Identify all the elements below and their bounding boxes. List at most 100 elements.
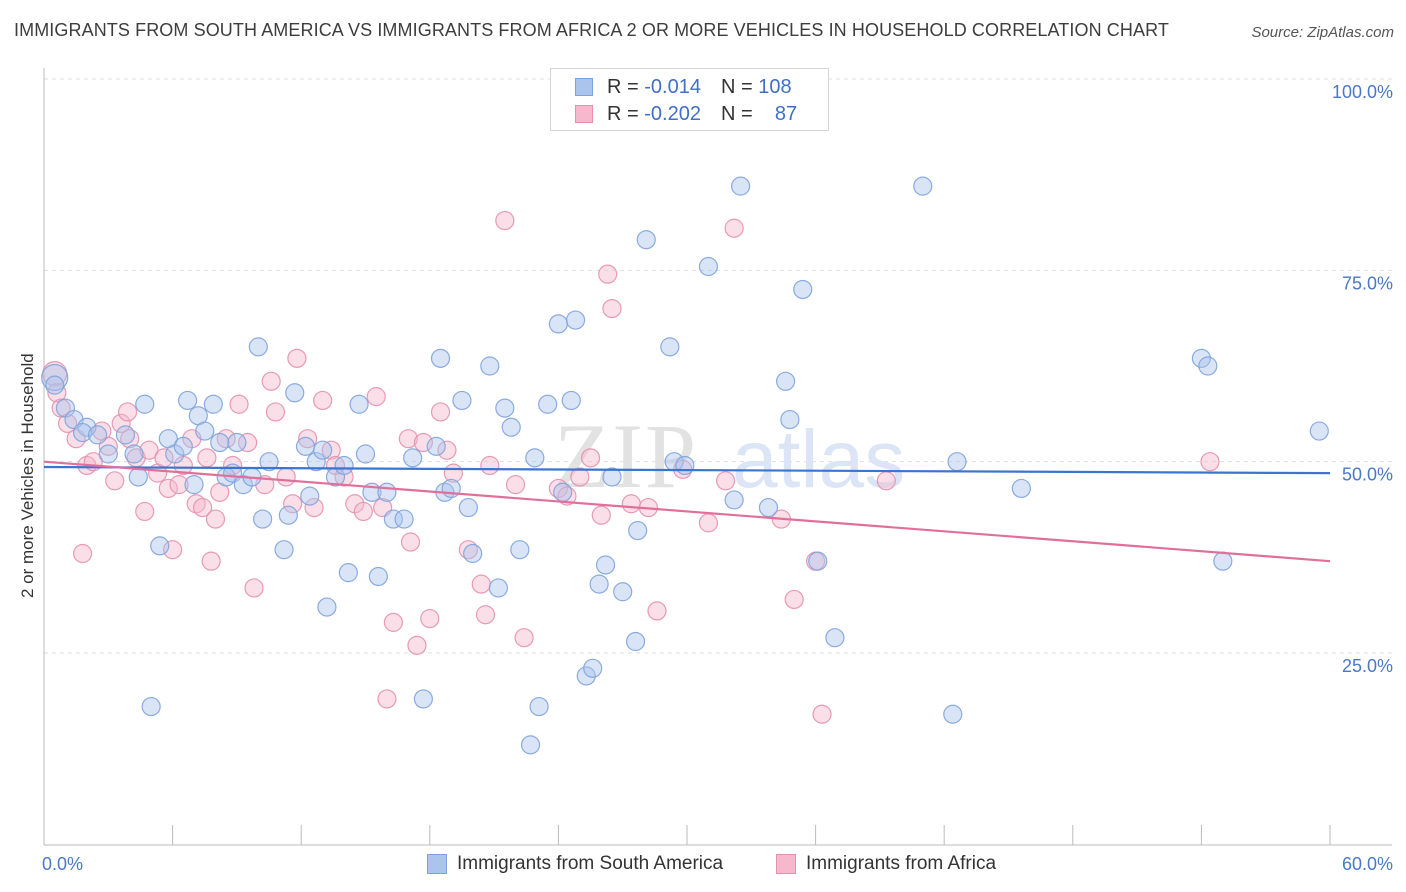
south-america-point: [947, 452, 967, 472]
south-america-point: [178, 390, 198, 411]
africa-point: [437, 440, 457, 460]
south-america-point: [259, 452, 279, 472]
legend-r-label: R =: [607, 75, 639, 98]
africa-point: [570, 467, 590, 487]
africa-point: [298, 429, 318, 449]
africa-point: [105, 471, 125, 491]
africa-point: [283, 494, 303, 514]
watermark-zip: ZIP: [554, 405, 698, 507]
chart-title: IMMIGRANTS FROM SOUTH AMERICA VS IMMIGRA…: [14, 20, 1169, 40]
grid-lines: [44, 78, 1392, 654]
africa-point: [876, 471, 896, 491]
africa-point: [1200, 452, 1220, 472]
south-america-point: [602, 467, 622, 487]
africa-point: [400, 532, 421, 552]
africa-point: [111, 413, 131, 433]
south-america-point: [115, 425, 136, 445]
africa-point: [276, 467, 296, 487]
south-america-point: [274, 540, 294, 560]
south-america-point: [538, 394, 558, 414]
africa-point: [580, 448, 601, 468]
south-america-point: [793, 279, 813, 300]
south-america-point: [173, 436, 193, 456]
south-america-point: [1309, 421, 1329, 441]
south-america-point: [184, 475, 204, 495]
south-america-point: [724, 490, 744, 510]
south-america-point: [278, 505, 298, 525]
legend-swatch-pink: [575, 105, 593, 123]
africa-point: [265, 402, 286, 422]
south-america-point: [394, 509, 414, 529]
africa-point: [304, 497, 324, 518]
legend-n-label: N =: [720, 75, 753, 98]
legend-r-label: R =: [607, 102, 639, 125]
bottom-legend-africa: Immigrants from Africa: [776, 852, 996, 876]
africa-point: [366, 387, 386, 407]
africa-point: [647, 601, 667, 621]
south-america-point: [589, 574, 609, 594]
africa-point: [353, 501, 373, 522]
africa-point: [261, 371, 281, 391]
africa-point: [238, 432, 258, 453]
south-america-point: [87, 425, 108, 445]
legend-swatch-blue: [575, 78, 593, 96]
bottom-legend-label: Immigrants from Africa: [806, 853, 997, 874]
south-america-point: [576, 666, 596, 686]
south-america-point: [613, 582, 633, 602]
south-america-point: [45, 375, 65, 395]
trend-line-south-america: [43, 465, 1331, 475]
trend-line-africa: [43, 460, 1331, 563]
legend-row-africa: R = -0.202 N = 87: [575, 102, 797, 126]
south-america-point: [825, 628, 845, 648]
south-america-point: [41, 363, 69, 392]
africa-point: [591, 505, 611, 525]
africa-point: [413, 432, 433, 453]
south-america-point: [248, 337, 268, 357]
south-america-point: [195, 421, 215, 441]
south-america-point: [124, 444, 144, 464]
south-america-point: [150, 536, 170, 556]
south-america-point: [636, 230, 656, 250]
south-america-point: [1191, 348, 1212, 368]
south-america-point: [463, 543, 483, 564]
africa-point: [193, 497, 213, 518]
south-america-point: [660, 337, 680, 357]
south-america-point: [452, 390, 472, 411]
africa-point: [407, 635, 427, 655]
africa-point: [514, 628, 534, 648]
south-america-point: [203, 394, 223, 414]
south-america-point: [458, 497, 478, 518]
south-america-point: [501, 417, 521, 437]
south-america-point: [98, 444, 118, 464]
south-america-point: [628, 520, 648, 541]
legend-row-south-america: R = -0.014 N = 108: [575, 75, 792, 99]
south-america-point: [525, 448, 545, 468]
y-tick-label: 75.0%: [1342, 273, 1393, 293]
axes: [43, 68, 1392, 846]
south-america-point: [698, 256, 719, 277]
south-america-point: [488, 578, 508, 598]
south-america-point: [529, 696, 549, 717]
south-america-point: [413, 689, 433, 709]
south-america-point: [1198, 356, 1218, 376]
africa-point: [377, 689, 397, 709]
south-america-point: [313, 440, 333, 460]
y-tick-label: 50.0%: [1342, 465, 1393, 485]
x-tick-label: 60.0%: [1342, 854, 1393, 874]
south-america-point: [368, 566, 388, 587]
africa-point: [495, 210, 515, 231]
south-america-point: [295, 436, 316, 456]
south-america-point: [285, 383, 305, 403]
south-america-point: [808, 551, 828, 571]
bottom-legend-label: Immigrants from South America: [457, 853, 724, 874]
south-america-point: [495, 398, 515, 418]
africa-point: [475, 605, 496, 625]
africa-point: [205, 509, 226, 529]
series-south-america-points: [41, 176, 1329, 755]
y-axis-title: 2 or more Vehicles in Household: [18, 353, 37, 598]
south-america-point: [730, 176, 751, 196]
africa-point: [139, 440, 159, 460]
africa-point: [480, 455, 500, 476]
south-america-point: [520, 735, 541, 755]
africa-point: [72, 543, 93, 564]
